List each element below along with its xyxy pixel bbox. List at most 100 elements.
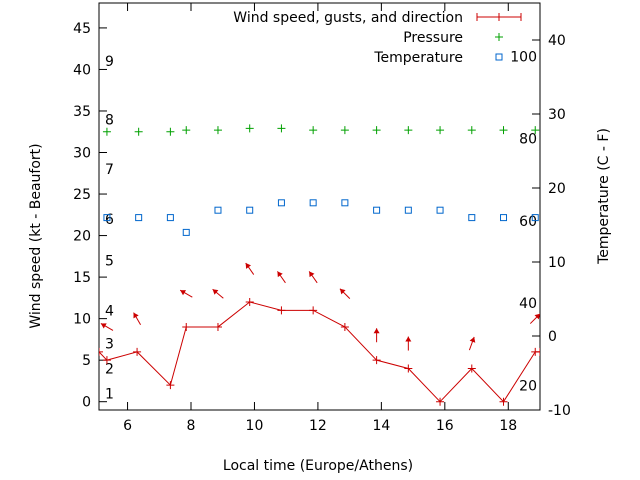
pressure-point [340, 126, 349, 135]
wind-speed-point [372, 356, 381, 365]
legend-swatch-temperature [495, 53, 503, 61]
pressure-point [467, 126, 476, 135]
temperature-point [103, 214, 111, 222]
x-tick-label: 18 [499, 418, 517, 434]
wind-direction-arrow [339, 288, 351, 300]
temperature-point [277, 199, 285, 207]
temperature-point [135, 214, 143, 222]
beaufort-label: 5 [105, 253, 114, 269]
wind-speed-point [499, 397, 508, 406]
pressure-point [166, 127, 175, 136]
temperature-point [404, 206, 412, 214]
pressure-point [277, 124, 286, 133]
temperature-point [246, 206, 254, 214]
wind-arrow-head [534, 313, 540, 320]
x-tick-label: 14 [372, 418, 390, 434]
pressure-point [499, 126, 508, 135]
pressure-point [372, 126, 381, 135]
wind-speed-point [99, 347, 103, 356]
wind-arrow-head [245, 263, 252, 269]
temperature-point [214, 206, 222, 214]
y2-tick-label: 40 [548, 33, 566, 49]
wind-speed-point [182, 322, 191, 331]
temperature-point [309, 199, 317, 207]
wind-direction-arrow [100, 323, 114, 331]
wind-arrow-head [100, 323, 107, 329]
y-tick-label: 45 [73, 21, 91, 37]
series-layer [99, 124, 540, 406]
wind-direction-arrow [468, 336, 476, 351]
y-tick-label: 25 [73, 187, 91, 203]
pressure-point [102, 127, 111, 136]
pressure-point [213, 126, 222, 135]
pressure-point [134, 127, 143, 136]
pressure-point [182, 126, 191, 135]
wind-speed-point [467, 364, 476, 373]
fahrenheit-label: 20 [519, 378, 537, 394]
wind-speed-point [404, 364, 413, 373]
wind-speed-point [536, 347, 540, 356]
y-tick-label: 35 [73, 104, 91, 120]
y-tick-label: 5 [82, 353, 91, 369]
wind-arrow-head [405, 336, 412, 342]
legend-label-wind: Wind speed, gusts, and direction [233, 10, 463, 26]
plot-area [98, 2, 541, 411]
wind-arrow-head [373, 328, 380, 334]
wind-speed-point [436, 397, 445, 406]
y2-tick-label: 10 [548, 255, 566, 271]
series-group [99, 124, 540, 406]
wind-arrow-head [133, 312, 139, 319]
wind-speed-point [102, 356, 111, 365]
x-tick-label: 16 [436, 418, 454, 434]
wind-direction-arrow [212, 288, 224, 299]
legend-swatch-pressure [495, 33, 503, 41]
wind-direction-arrow [277, 271, 286, 284]
wind-arrow-head [339, 288, 346, 295]
y2-tick-label: 20 [548, 181, 566, 197]
wind-speed-point [309, 306, 318, 315]
wind-direction-arrow [373, 328, 380, 343]
wind-direction-arrow [133, 312, 142, 325]
x-tick-label: 10 [246, 418, 264, 434]
beaufort-label: 8 [105, 112, 114, 128]
wind-arrow-head [180, 290, 187, 296]
y2-tick-label: 0 [548, 329, 557, 345]
temperature-point [531, 214, 539, 222]
wind-arrow-head [309, 271, 315, 278]
fahrenheit-label: 60 [519, 214, 537, 230]
wind-speed-point [277, 306, 286, 315]
wind-speed-point [340, 322, 349, 331]
wind-speed-point [245, 298, 254, 307]
wind-direction-arrow [179, 289, 193, 298]
wind-speed-point [213, 322, 222, 331]
wind-direction-arrow [529, 313, 540, 324]
wind-direction-arrow [405, 336, 412, 351]
beaufort-label: 9 [105, 54, 114, 70]
temperature-point [468, 214, 476, 222]
beaufort-label: 1 [105, 386, 114, 402]
x-axis-label: Local time (Europe/Athens) [223, 458, 413, 474]
wind-arrow-head [212, 289, 219, 295]
x-tick-label: 8 [187, 418, 196, 434]
legend-swatch-wind-marker [495, 13, 503, 21]
y-tick-label: 30 [73, 146, 91, 162]
pressure-point [531, 126, 540, 135]
fahrenheit-label: 40 [519, 296, 537, 312]
wind-direction-arrow [245, 262, 255, 275]
fahrenheit-label: 100 [510, 49, 537, 65]
fahrenheit-label: 80 [519, 132, 537, 148]
beaufort-label: 3 [105, 337, 114, 353]
legend: Wind speed, gusts, and direction Pressure… [233, 10, 522, 66]
y-tick-label: 20 [73, 229, 91, 245]
temperature-point [182, 228, 190, 236]
y2-tick-label: 30 [548, 107, 566, 123]
wind-arrow-head [277, 271, 283, 278]
y-tick-label: 15 [73, 270, 91, 286]
temperature-point [436, 206, 444, 214]
pressure-point [309, 126, 318, 135]
pressure-point [245, 124, 254, 133]
wind-speed-point [133, 347, 142, 356]
y2-axis-label: Temperature (C - F) [596, 128, 612, 265]
beaufort-label: 7 [105, 162, 114, 178]
x-tick-label: 6 [123, 418, 132, 434]
